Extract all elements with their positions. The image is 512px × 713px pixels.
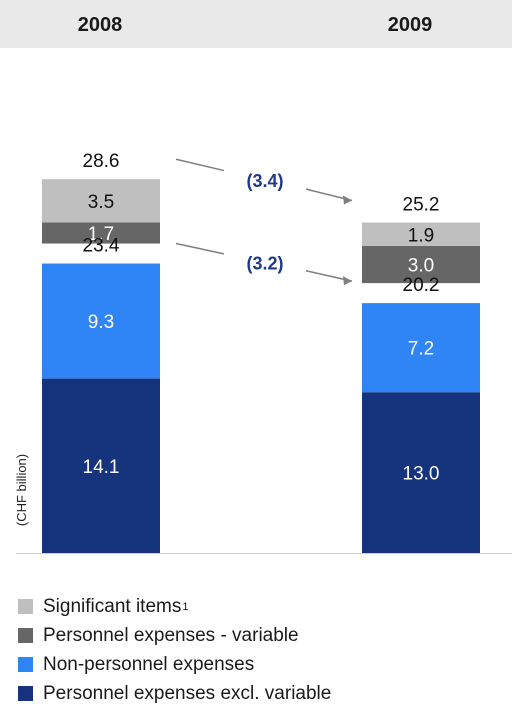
legend-item: Personnel expenses - variable [18, 621, 331, 650]
stacked-bar-chart: (CHF billion) 14.1 9.3 1.7 3.5 13.0 7.2 3.0 1.9 2… [14, 151, 512, 554]
change-arrow [175, 158, 225, 172]
legend-footnote: 1 [182, 600, 189, 613]
legend: Significant items 1 Personnel expenses - v… [18, 592, 331, 708]
change-arrow [175, 242, 225, 255]
subtotal-label: 20.2 [403, 275, 440, 296]
change-label: (3.4) [246, 171, 283, 191]
bar-segment [42, 378, 160, 553]
bar-value-label: 13.0 [403, 464, 440, 485]
subtotal-label: 25.2 [403, 195, 440, 216]
bar-segment [362, 222, 480, 247]
legend-label: Significant items [43, 595, 182, 617]
year-header-band: 2008 2009 [0, 0, 512, 48]
legend-item: Non-personnel expenses [18, 650, 331, 679]
bar-value-label: 9.3 [88, 312, 114, 333]
legend-label: Personnel expenses - variable [43, 624, 299, 646]
bar-segment [362, 246, 480, 284]
bar-value-label: 14.1 [83, 457, 120, 478]
legend-swatch [18, 686, 33, 701]
bar-segment [362, 392, 480, 553]
bar-segment [362, 303, 480, 393]
unit-label: (CHF billion) [14, 454, 29, 526]
legend-swatch [18, 628, 33, 643]
change-arrowhead [343, 276, 352, 286]
year-label-2008: 2008 [77, 14, 123, 36]
bar-value-label: 1.7 [88, 224, 114, 245]
bar-segment [42, 263, 160, 379]
bar-segment [42, 179, 160, 223]
bar-segment [42, 222, 160, 244]
legend-item: Significant items 1 [18, 592, 331, 621]
legend-swatch [18, 657, 33, 672]
legend-swatch [18, 599, 33, 614]
subtotal-label: 28.6 [83, 151, 120, 172]
change-label: (3.2) [246, 253, 283, 273]
legend-label: Non-personnel expenses [43, 653, 255, 675]
bar-value-label: 1.9 [408, 225, 434, 246]
bar-value-label: 7.2 [408, 339, 434, 360]
legend-label: Personnel expenses excl. variable [43, 682, 332, 704]
change-arrowhead [343, 195, 352, 205]
legend-item: Personnel expenses excl. variable [18, 679, 331, 708]
year-label-2009: 2009 [387, 14, 433, 36]
bar-value-label: 3.0 [408, 256, 434, 277]
subtotal-label: 23.4 [83, 236, 120, 257]
bar-value-label: 3.5 [88, 192, 114, 213]
